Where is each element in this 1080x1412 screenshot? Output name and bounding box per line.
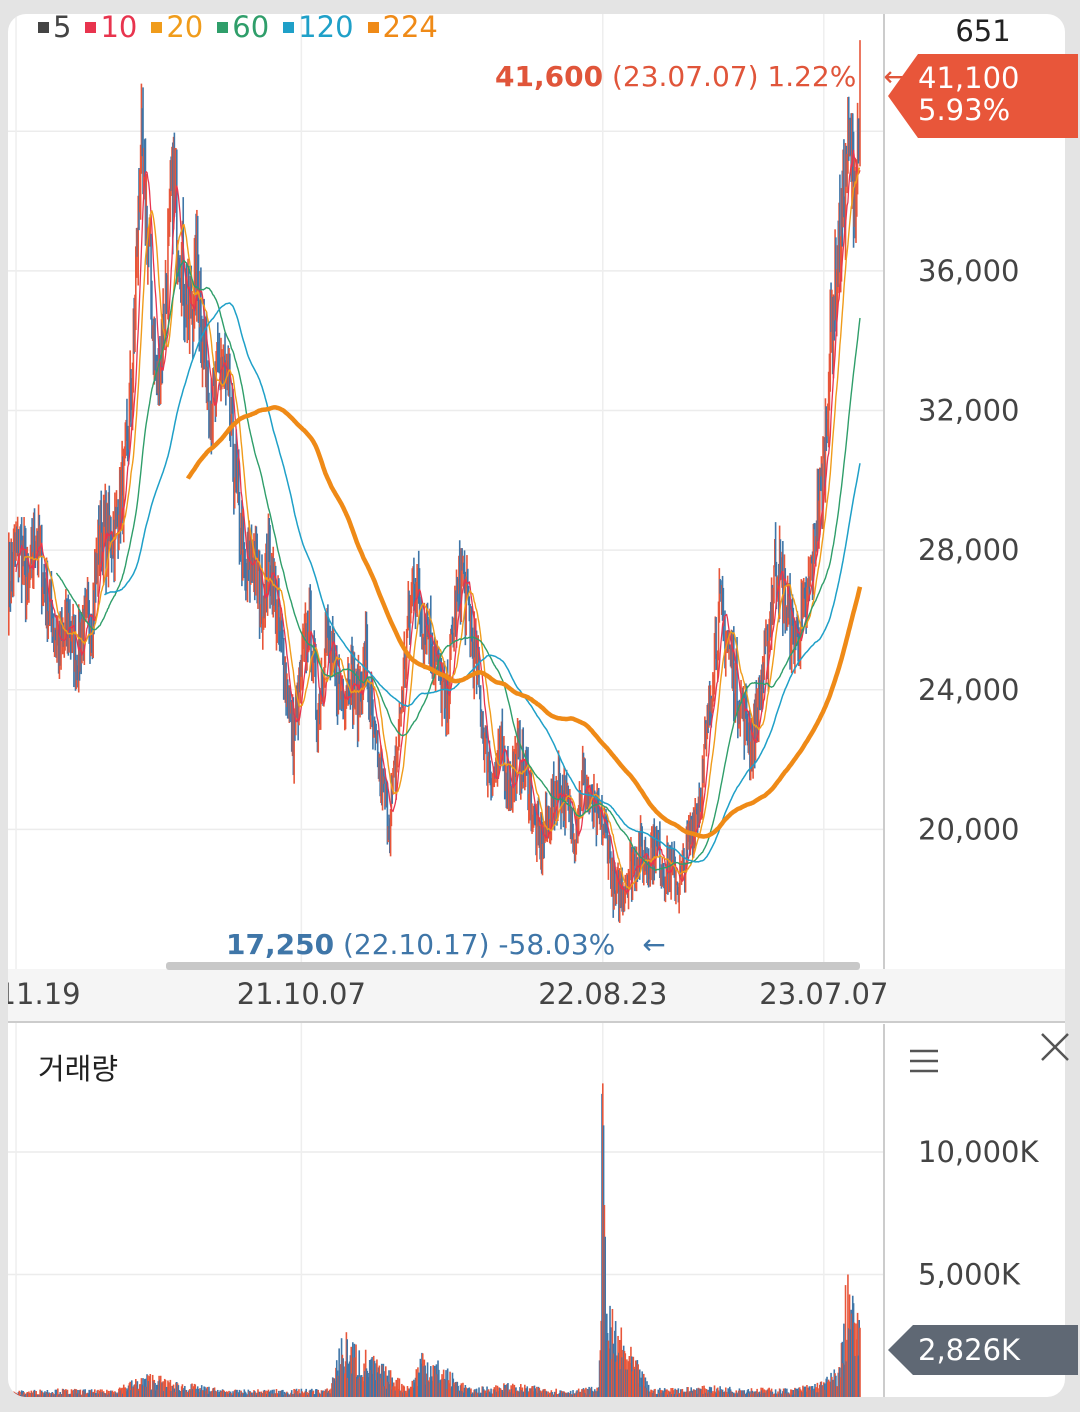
ma120-line (104, 302, 861, 863)
legend-swatch-icon (217, 21, 229, 33)
y-tick-label: 28,000 (918, 533, 1019, 567)
legend-label: 60 (232, 14, 270, 44)
y-tick-label: 20,000 (918, 812, 1019, 846)
y-tick-label: 32,000 (918, 394, 1019, 428)
stock-chart[interactable]: 20,000 24,000 28,000 32,000 36,000 5,000K 10,0… (8, 14, 1065, 1397)
high-value: 41,600 (495, 60, 604, 93)
legend-item-ma120[interactable]: 120 (283, 14, 354, 44)
volume-bars (8, 1083, 861, 1397)
current-change: 5.93% (918, 93, 1011, 127)
chart-card: 20,000 24,000 28,000 32,000 36,000 5,000K 10,0… (8, 14, 1065, 1397)
legend-item-ma60[interactable]: 60 (217, 14, 269, 44)
low-detail: (22.10.17) -58.03% (342, 928, 616, 961)
legend-swatch-icon (283, 21, 295, 33)
legend-item-ma10[interactable]: 10 (85, 14, 137, 44)
ma10-line (15, 149, 861, 894)
ma-legend[interactable]: 5 10 20 60 120 224 (38, 14, 438, 44)
legend-label: 20 (166, 14, 204, 44)
legend-label: 120 (298, 14, 354, 44)
legend-swatch-icon (38, 21, 49, 33)
volume-tick-label: 5,000K (918, 1258, 1021, 1292)
legend-swatch-icon (85, 21, 97, 33)
current-volume-badge: 2,826K (888, 1325, 1078, 1375)
current-price: 41,100 (918, 61, 1020, 95)
x-tick-label: 20.11.19 (8, 977, 81, 1011)
legend-label: 10 (100, 14, 138, 44)
legend-item-ma5[interactable]: 5 (38, 14, 71, 44)
x-tick-label: 23.07.07 (759, 977, 888, 1011)
high-detail: (23.07.07) 1.22% (611, 60, 857, 93)
scrollbar-thumb (166, 962, 860, 970)
x-tick-label: 21.10.07 (237, 977, 366, 1011)
y-tick-label: 24,000 (918, 673, 1019, 707)
x-axis-band (8, 969, 1065, 1021)
low-arrow-icon: ← (642, 928, 666, 961)
ma20-line (23, 167, 861, 890)
current-volume: 2,826K (918, 1333, 1021, 1367)
ma60-line (55, 260, 861, 871)
low-value: 17,250 (226, 928, 335, 961)
ma224-line (185, 405, 863, 839)
high-annotation: 41,600 (23.07.07) 1.22% ← (495, 60, 907, 93)
volume-title: 거래량 (38, 1052, 119, 1086)
volume-tick-label: 10,000K (918, 1135, 1039, 1169)
close-icon[interactable] (1038, 1030, 1072, 1064)
low-annotation: 17,250 (22.10.17) -58.03% ← (226, 928, 666, 961)
legend-item-ma224[interactable]: 224 (367, 14, 438, 44)
y-tick-label: 36,000 (918, 254, 1019, 288)
legend-swatch-icon (151, 21, 163, 33)
hamburger-menu-icon[interactable] (908, 1048, 940, 1074)
legend-item-ma20[interactable]: 20 (151, 14, 203, 44)
legend-label: 224 (382, 14, 438, 44)
current-price-badge: 41,100 5.93% (888, 54, 1078, 138)
legend-swatch-icon (367, 21, 379, 33)
candles (8, 40, 861, 923)
top-count: 651 (923, 14, 1043, 50)
legend-label: 5 (53, 14, 72, 44)
x-tick-label: 22.08.23 (538, 977, 667, 1011)
